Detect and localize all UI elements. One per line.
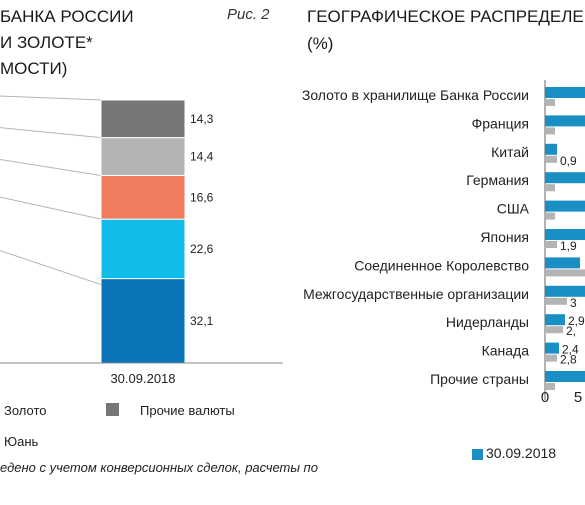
bar-series1-7 <box>545 285 585 297</box>
bar-series2-5 <box>545 241 557 248</box>
bar-series1-8 <box>545 314 565 326</box>
stack-segment-1 <box>100 218 186 280</box>
stack-value-label-4: 14,3 <box>190 112 214 126</box>
right-legend-label: 30.09.2018 <box>486 445 557 461</box>
bar-series2-7 <box>545 297 567 305</box>
stack-segment-4 <box>100 99 186 139</box>
bar-series2-label-8: 2, <box>566 324 576 338</box>
bar-series1-0 <box>545 87 585 98</box>
legend-yuan-label: Юань <box>4 434 39 449</box>
left-title-line-3: МОСТИ) <box>0 59 68 78</box>
legend-gold-label: Золото <box>4 403 47 418</box>
right-title-line-2: (%) <box>307 34 334 53</box>
category-label-6: Соединенное Королевство <box>354 257 529 273</box>
bar-series2-label-5: 1,9 <box>560 239 577 253</box>
bar-series2-9 <box>545 354 557 362</box>
x-tick-5: 5 <box>574 389 582 406</box>
category-label-4: США <box>497 201 530 217</box>
bar-series1-3 <box>545 172 585 184</box>
bar-series2-6 <box>545 269 585 277</box>
bar-series2-4 <box>545 212 555 220</box>
category-label-1: Франция <box>472 115 529 131</box>
bar-series2-label-2: 0,9 <box>560 154 577 168</box>
category-label-0: Золото в хранилище Банка России <box>302 87 529 103</box>
connector-line-4 <box>0 95 102 101</box>
bar-series1-2 <box>545 143 557 155</box>
left-category-label: 30.09.2018 <box>110 371 175 386</box>
stack-value-label-3: 14,4 <box>190 150 214 164</box>
bar-series1-label-8: 2,9 <box>568 314 585 328</box>
right-horizontal-chart: Золото в хранилище Банка России Франция Ки… <box>302 80 585 400</box>
left-footnote: едено с учетом конверсионных сделок, рас… <box>0 460 318 475</box>
right-legend-swatch <box>472 449 483 460</box>
bar-series2-10 <box>545 383 555 390</box>
left-title-line-1: БАНКА РОССИИ <box>0 7 134 26</box>
category-label-9: Канада <box>482 343 530 359</box>
figure-label: Рис. 2 <box>227 6 270 23</box>
bar-series1-9 <box>545 342 559 354</box>
bar-series2-label-7: 3 <box>570 296 577 310</box>
stack-value-label-2: 16,6 <box>190 190 214 204</box>
x-tick-0: 0 <box>541 389 549 406</box>
category-label-5: Япония <box>480 229 529 245</box>
bar-series2-3 <box>545 184 555 192</box>
legend-other-currencies-swatch <box>106 403 119 416</box>
bar-series2-2 <box>545 155 557 163</box>
connector-line-1 <box>0 196 102 220</box>
bar-series2-8 <box>545 326 563 334</box>
stack-value-label-0: 32,1 <box>190 314 214 328</box>
bar-series1-4 <box>545 200 585 212</box>
category-label-10: Прочие страны <box>430 371 529 387</box>
bar-series1-1 <box>545 115 585 127</box>
stack-value-label-1: 22,6 <box>190 242 214 256</box>
bar-series1-10 <box>545 371 585 382</box>
bar-series2-label-9: 2,8 <box>560 353 577 367</box>
legend-other-currencies-label: Прочие валюты <box>140 403 235 418</box>
stack-segment-2 <box>100 174 186 220</box>
category-label-7: Межгосударственные организации <box>303 286 529 302</box>
category-label-8: Нидерланды <box>446 314 529 330</box>
stack-segment-3 <box>100 137 186 176</box>
stack-segment-0 <box>100 278 186 364</box>
bar-series2-0 <box>545 99 555 106</box>
bar-series2-1 <box>545 127 555 135</box>
left-title-line-2: И ЗОЛОТЕ* <box>0 33 93 52</box>
connector-line-3 <box>0 127 102 139</box>
bar-series1-6 <box>545 257 580 269</box>
left-stacked-chart: 32,1 22,6 16,6 14,4 14,3 <box>0 95 214 364</box>
right-title-line-1: ГЕОГРАФИЧЕСКОЕ РАСПРЕДЕЛЕН <box>307 7 585 26</box>
connector-line-2 <box>0 158 102 176</box>
bar-series1-label-9: 2,4 <box>562 343 579 357</box>
category-label-3: Германия <box>466 172 529 188</box>
category-label-2: Китай <box>491 144 529 160</box>
bar-series1-5 <box>545 229 585 240</box>
connector-line-0 <box>0 250 102 286</box>
